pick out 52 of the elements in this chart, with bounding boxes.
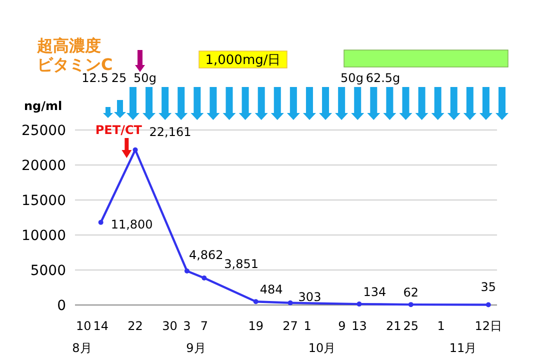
y-tick-label: 10000 bbox=[21, 228, 66, 244]
text: 12.5 bbox=[82, 71, 108, 85]
y-tick-label: 15000 bbox=[21, 193, 66, 209]
text: 62.5g bbox=[366, 71, 400, 85]
data-label: 4,862 bbox=[188, 248, 224, 262]
x-tick-label: 21 bbox=[386, 319, 402, 333]
data-label: 22,161 bbox=[149, 124, 192, 139]
data-label: 35 bbox=[480, 280, 496, 294]
data-label: 134 bbox=[363, 285, 386, 300]
point bbox=[486, 302, 491, 308]
y-tick-label: 25000 bbox=[21, 123, 66, 139]
x-tick-label: 14 bbox=[93, 319, 108, 333]
point bbox=[98, 220, 104, 225]
x-tick-label: 13 bbox=[352, 319, 367, 333]
annotation: PET/CT bbox=[95, 123, 143, 137]
text: 11月 bbox=[449, 341, 477, 355]
text: 25 bbox=[111, 71, 127, 85]
data-label: 3,851 bbox=[224, 257, 259, 272]
text: 8月 bbox=[72, 341, 92, 355]
text: 50g bbox=[134, 71, 156, 85]
x-tick-label: 9 bbox=[338, 319, 346, 333]
point bbox=[408, 302, 414, 308]
point bbox=[288, 300, 293, 306]
text: 9月 bbox=[186, 341, 206, 355]
x-tick-label: 22 bbox=[128, 319, 143, 333]
x-tick-label: 1 bbox=[437, 319, 445, 333]
point bbox=[253, 299, 258, 304]
data-label: 62 bbox=[403, 286, 419, 300]
x-tick-label: 7 bbox=[200, 319, 208, 333]
x-tick-label: 10 bbox=[76, 319, 92, 333]
point bbox=[202, 276, 207, 281]
y-axis-title: ng/ml bbox=[24, 99, 62, 113]
x-tick-label: 3 bbox=[183, 319, 191, 333]
x-tick-label: 30 bbox=[162, 319, 178, 333]
data-label: 484 bbox=[260, 282, 283, 297]
data-label: 303 bbox=[298, 290, 322, 304]
x-tick-label: 25 bbox=[403, 319, 419, 333]
x-tick-label: 1 bbox=[304, 319, 312, 333]
text: 50g bbox=[340, 71, 364, 85]
y-tick-label: 5000 bbox=[30, 263, 66, 279]
x-tick-label: 19 bbox=[248, 319, 264, 333]
y-tick-label: 0 bbox=[57, 298, 66, 314]
text: 超高濃度 bbox=[36, 36, 101, 55]
data-label: 11,800 bbox=[110, 217, 153, 232]
y-tick-label: 20000 bbox=[21, 158, 66, 174]
x-tick-label: 27 bbox=[282, 319, 298, 333]
x-tick-label: 12日 bbox=[474, 319, 502, 333]
point bbox=[184, 268, 190, 274]
point bbox=[356, 302, 362, 307]
text: 1,000mg/日 bbox=[205, 53, 281, 68]
text: 10月 bbox=[308, 341, 336, 355]
text: ビタミンC bbox=[37, 55, 113, 74]
